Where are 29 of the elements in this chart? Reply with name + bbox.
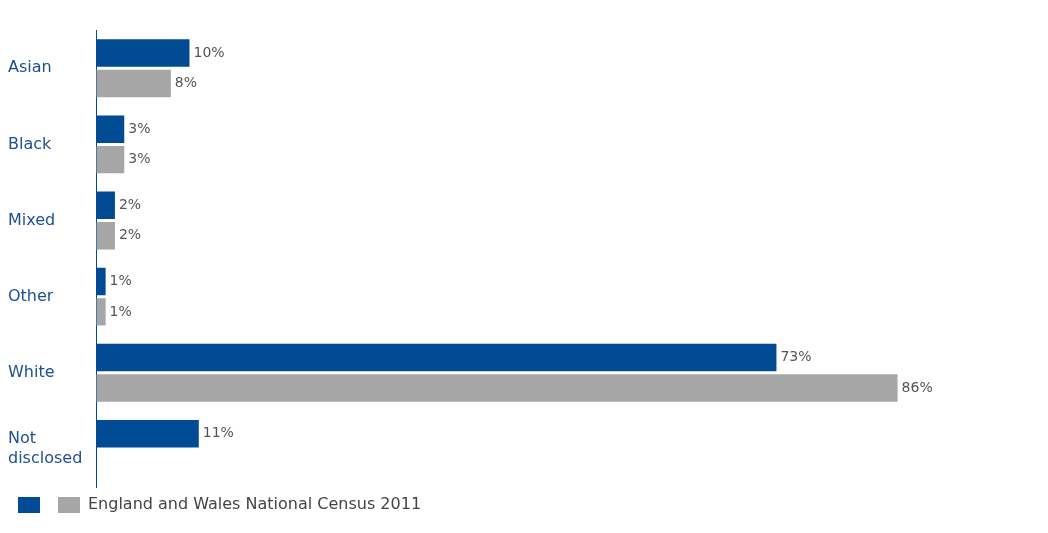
data-label: 1% xyxy=(109,302,132,319)
bar xyxy=(96,222,115,250)
y-tick-label: Other xyxy=(8,285,54,305)
bar xyxy=(96,420,199,448)
data-label: 8% xyxy=(174,74,198,91)
bar xyxy=(96,191,115,220)
data-label: 10% xyxy=(193,43,225,60)
y-tick-label: Black xyxy=(8,133,53,153)
bar xyxy=(96,69,171,98)
data-label: 1% xyxy=(109,272,132,289)
bar xyxy=(96,145,125,174)
data-label: 73% xyxy=(780,348,812,365)
y-tick-label: Asian xyxy=(8,57,52,77)
data-label: 86% xyxy=(901,378,933,395)
data-label: 3% xyxy=(128,119,151,136)
bar xyxy=(96,298,106,326)
data-label: 2% xyxy=(118,195,142,212)
legend-label: England and Wales National Census 2011 xyxy=(88,494,422,514)
bar xyxy=(96,374,898,402)
data-label: 2% xyxy=(118,226,142,243)
bar xyxy=(96,115,125,143)
y-tick-label: Not disclosed xyxy=(8,428,83,467)
bar xyxy=(96,267,106,296)
data-label: 11% xyxy=(202,424,234,441)
bar xyxy=(96,343,777,372)
bar xyxy=(96,39,190,67)
data-label: 3% xyxy=(128,150,151,167)
y-tick-label: Mixed xyxy=(8,209,56,229)
y-tick-label: White xyxy=(8,361,55,381)
